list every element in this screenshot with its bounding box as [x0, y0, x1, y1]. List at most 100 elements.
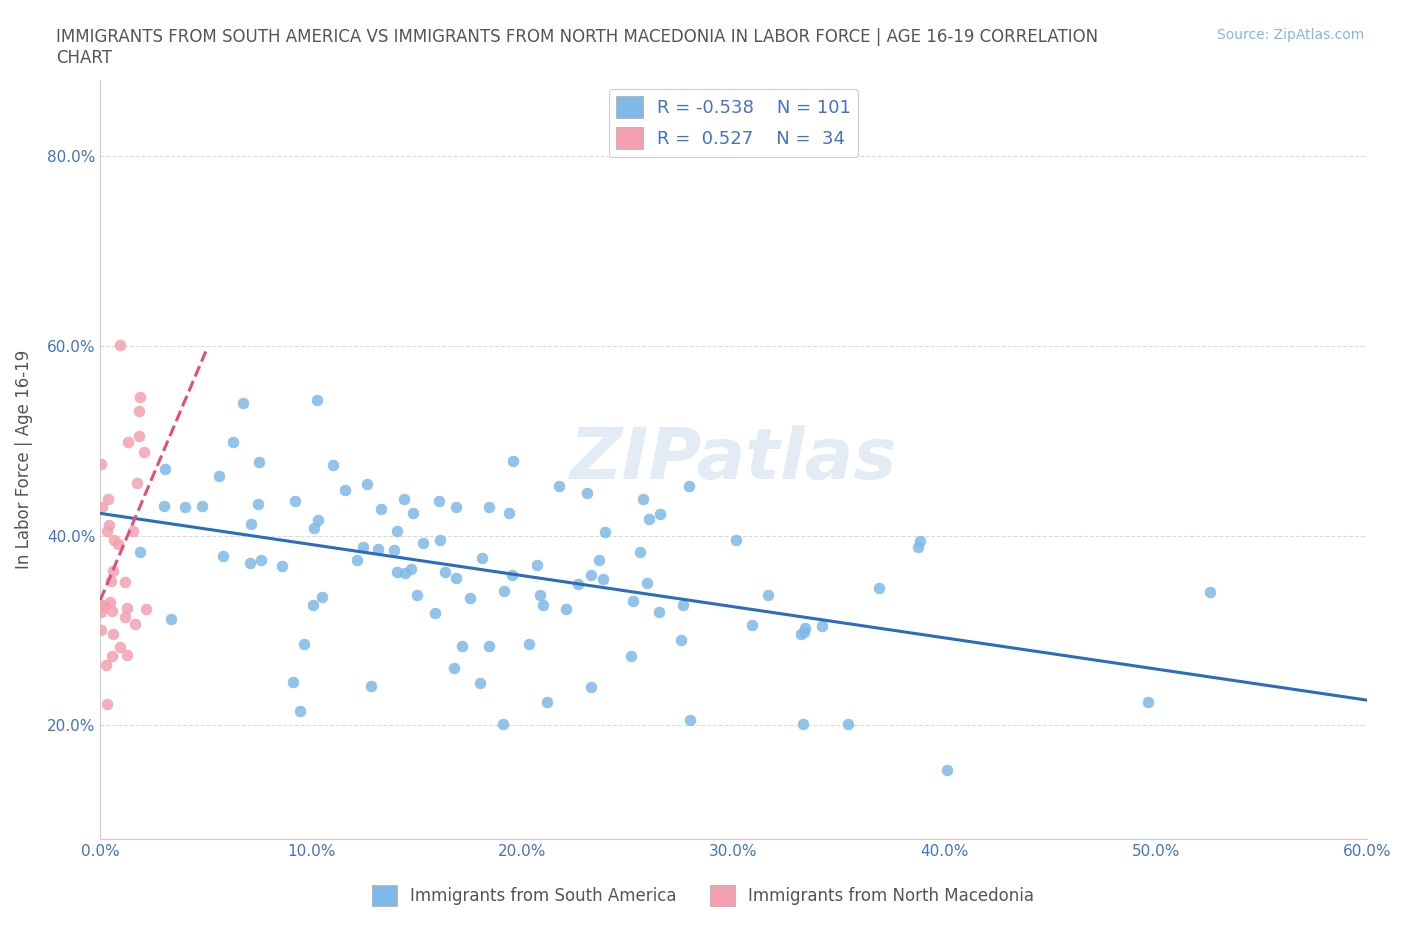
Point [554, 601, 576, 616]
Point [132, 445, 155, 459]
Point [96, 658, 118, 672]
Point [468, 675, 491, 690]
Point [207, 469, 229, 484]
Point [90, 604, 112, 619]
Point [492, 717, 515, 732]
Point [117, 434, 139, 449]
Point [174, 500, 197, 515]
Point [427, 494, 450, 509]
Point [100, 574, 122, 589]
Point [128, 429, 150, 444]
Point [311, 590, 333, 604]
Point [579, 568, 602, 583]
Legend: R = -0.538    N = 101, R =  0.527    N =  34: R = -0.538 N = 101, R = 0.527 N = 34 [609, 89, 859, 156]
Point [333, 483, 356, 498]
Point [101, 564, 124, 578]
Point [678, 478, 700, 493]
Point [270, 559, 292, 574]
Point [547, 479, 569, 494]
Point [592, 571, 614, 586]
Point [638, 512, 661, 526]
Point [247, 496, 270, 511]
Point [401, 506, 423, 521]
Point [93, 599, 115, 614]
Point [1198, 585, 1220, 600]
Point [107, 537, 129, 551]
Point [536, 695, 558, 710]
Point [793, 625, 815, 640]
Point [517, 637, 540, 652]
Point [724, 533, 747, 548]
Point [679, 712, 702, 727]
Point [232, 395, 254, 410]
Point [322, 458, 344, 472]
Point [567, 577, 589, 591]
Y-axis label: In Labor Force | Age 16-19: In Labor Force | Age 16-19 [15, 350, 32, 569]
Point [110, 639, 132, 654]
Point [501, 568, 523, 583]
Point [741, 618, 763, 632]
Point [478, 638, 501, 653]
Point [292, 637, 315, 652]
Point [648, 507, 671, 522]
Point [588, 552, 610, 567]
Point [135, 602, 157, 617]
Point [283, 675, 305, 690]
Point [471, 551, 494, 565]
Point [370, 501, 392, 516]
Point [90, 598, 112, 613]
Point [160, 611, 183, 626]
Point [127, 475, 149, 490]
Point [837, 717, 859, 732]
Point [399, 562, 422, 577]
Point [907, 539, 929, 554]
Point [110, 338, 132, 352]
Point [356, 477, 378, 492]
Point [387, 565, 409, 579]
Point [494, 583, 516, 598]
Point [382, 542, 405, 557]
Point [98, 518, 121, 533]
Point [97, 492, 120, 507]
Point [153, 498, 176, 513]
Point [90, 457, 112, 472]
Point [304, 521, 326, 536]
Point [533, 598, 555, 613]
Text: Source: ZipAtlas.com: Source: ZipAtlas.com [1216, 28, 1364, 42]
Point [360, 679, 382, 694]
Point [307, 392, 329, 407]
Point [478, 500, 501, 515]
Point [392, 492, 415, 507]
Point [96, 524, 118, 538]
Point [90, 499, 112, 514]
Point [444, 499, 467, 514]
Point [595, 525, 617, 539]
Point [406, 588, 429, 603]
Point [385, 523, 408, 538]
Point [101, 648, 124, 663]
Point [96, 697, 118, 711]
Point [443, 661, 465, 676]
Point [529, 588, 551, 603]
Point [124, 617, 146, 631]
Point [98, 594, 121, 609]
Point [222, 434, 245, 449]
Point [458, 591, 481, 605]
Point [250, 552, 273, 567]
Point [526, 558, 548, 573]
Point [101, 627, 124, 642]
Point [502, 454, 524, 469]
Point [908, 534, 931, 549]
Point [352, 539, 374, 554]
Point [433, 565, 456, 579]
Point [115, 601, 138, 616]
Point [114, 610, 136, 625]
Point [631, 492, 654, 507]
Point [935, 763, 957, 777]
Point [628, 545, 651, 560]
Point [288, 703, 311, 718]
Point [450, 639, 472, 654]
Point [367, 542, 389, 557]
Point [579, 680, 602, 695]
Point [756, 587, 779, 602]
